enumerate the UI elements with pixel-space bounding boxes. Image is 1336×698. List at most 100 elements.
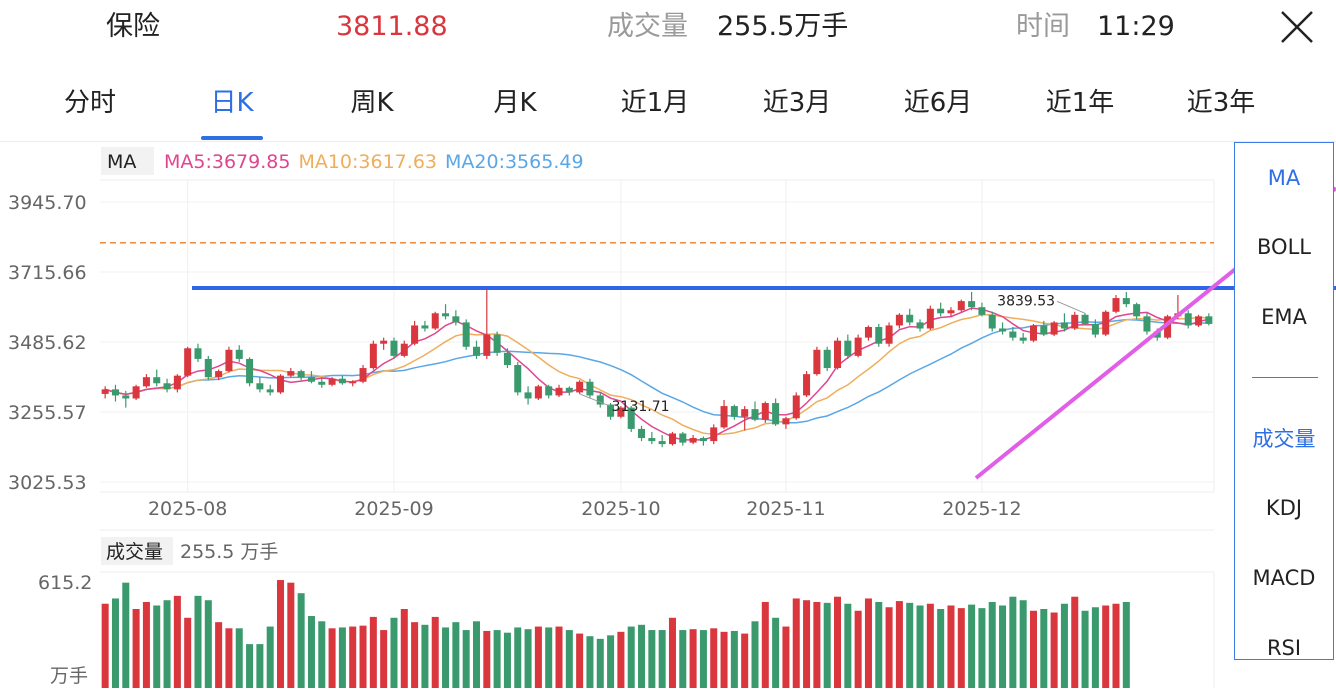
volume-bar bbox=[926, 603, 934, 688]
candle-body bbox=[421, 325, 429, 329]
tab-3-months[interactable]: 近3月 bbox=[762, 88, 832, 118]
volume-bar bbox=[813, 601, 821, 688]
volume-bar bbox=[895, 601, 903, 688]
volume-bar bbox=[1091, 607, 1099, 688]
volume-bar bbox=[586, 636, 594, 688]
candle-body bbox=[338, 378, 346, 384]
tab-6-months[interactable]: 近6月 bbox=[903, 88, 973, 118]
volume-bar bbox=[462, 630, 470, 688]
volume-bar bbox=[1040, 609, 1048, 688]
volume-bar bbox=[638, 624, 646, 688]
candle-body bbox=[916, 322, 924, 329]
volume-bar bbox=[503, 632, 511, 688]
indicator-ma[interactable]: MA bbox=[1267, 166, 1301, 190]
volume-bar bbox=[761, 601, 769, 688]
tab-weekly-k[interactable]: 周K bbox=[350, 88, 394, 118]
candle-body bbox=[380, 340, 388, 344]
volume-value: 255.5万手 bbox=[717, 11, 849, 42]
candle-body bbox=[1184, 313, 1192, 326]
candle-body bbox=[277, 375, 285, 393]
candle-body bbox=[772, 403, 780, 425]
volume-bar bbox=[668, 617, 676, 688]
volume-bar bbox=[483, 630, 491, 688]
candle-body bbox=[225, 349, 233, 372]
volume-bar bbox=[689, 629, 697, 688]
volume-bar bbox=[225, 628, 233, 688]
max-price-label: 3839.53 bbox=[997, 293, 1055, 309]
indicator-rsi[interactable]: RSI bbox=[1266, 636, 1302, 660]
volume-bar bbox=[988, 601, 996, 688]
indicator-ema[interactable]: EMA bbox=[1261, 305, 1307, 329]
tab-3-years[interactable]: 近3年 bbox=[1186, 88, 1256, 118]
volume-bar bbox=[834, 596, 842, 688]
tab-1-year[interactable]: 近1年 bbox=[1045, 88, 1115, 118]
candle-body bbox=[957, 301, 965, 311]
candle-body bbox=[431, 313, 439, 329]
min-pointer bbox=[579, 393, 610, 407]
time-value: 11:29 bbox=[1097, 11, 1175, 42]
candle-body bbox=[318, 381, 326, 385]
candle-body bbox=[246, 358, 254, 384]
volume-bar bbox=[699, 630, 707, 688]
candle-body bbox=[472, 346, 480, 356]
volume-bar bbox=[246, 644, 254, 688]
indicator-boll[interactable]: BOLL bbox=[1257, 235, 1311, 259]
tab-monthly-k[interactable]: 月K bbox=[493, 88, 537, 118]
volume-bar bbox=[359, 625, 367, 688]
volume-bar bbox=[720, 631, 728, 688]
indicator-macd[interactable]: MACD bbox=[1252, 566, 1316, 590]
volume-bar bbox=[906, 602, 914, 688]
candle-body bbox=[937, 308, 945, 314]
volume-y-tick: 615.2 bbox=[38, 572, 92, 594]
volume-bar bbox=[854, 610, 862, 688]
candle-body bbox=[256, 383, 264, 390]
volume-bar bbox=[565, 630, 573, 688]
volume-bar bbox=[658, 630, 666, 688]
volume-bar bbox=[916, 605, 924, 688]
candle-body bbox=[1112, 298, 1120, 312]
volume-bar bbox=[307, 616, 315, 688]
candle-body bbox=[235, 349, 243, 359]
volume-bar bbox=[132, 609, 140, 688]
volume-bar bbox=[256, 644, 264, 688]
close-button[interactable] bbox=[1278, 10, 1318, 46]
volume-bar bbox=[287, 582, 295, 688]
indicator-volume[interactable]: 成交量 bbox=[1252, 427, 1316, 451]
tab-daily-k[interactable]: 日K bbox=[210, 88, 254, 118]
volume-bar bbox=[328, 628, 336, 688]
volume-bar bbox=[617, 631, 625, 688]
candle-body bbox=[668, 433, 676, 445]
candle-body bbox=[710, 427, 718, 442]
volume-bar bbox=[1081, 610, 1089, 688]
candle-body bbox=[803, 374, 811, 396]
ma-legend-ma20: MA20:3565.49 bbox=[445, 151, 584, 173]
volume-bar bbox=[885, 607, 893, 688]
volume-bar bbox=[576, 633, 584, 688]
ma20-line bbox=[104, 318, 1209, 424]
volume-bar bbox=[545, 627, 553, 688]
candle-body bbox=[400, 343, 408, 356]
candle-body bbox=[1060, 322, 1068, 329]
volume-label: 成交量 bbox=[607, 11, 688, 42]
x-tick-label: 2025-11 bbox=[746, 498, 825, 520]
tab-intraday[interactable]: 分时 bbox=[63, 88, 117, 118]
volume-bar bbox=[297, 593, 305, 688]
volume-bar bbox=[782, 626, 790, 688]
volume-bar bbox=[493, 630, 501, 688]
candle-body bbox=[813, 349, 821, 375]
indicator-kdj[interactable]: KDJ bbox=[1265, 496, 1303, 520]
candle-body bbox=[689, 438, 697, 443]
candle-body bbox=[782, 418, 790, 425]
header-bar: 保险 3811.88 成交量 255.5万手 时间 11:29 bbox=[0, 0, 1336, 56]
y-tick-label: 3255.57 bbox=[8, 402, 87, 424]
candle-body bbox=[895, 314, 903, 326]
ma5-line bbox=[104, 307, 1209, 441]
tab-1-month[interactable]: 近1月 bbox=[620, 88, 690, 118]
candle-body bbox=[132, 386, 140, 399]
volume-bar bbox=[442, 627, 450, 688]
x-tick-label: 2025-09 bbox=[354, 498, 433, 520]
volume-bar bbox=[111, 598, 119, 688]
indicator-badge-label: MA bbox=[107, 151, 136, 173]
volume-bar bbox=[1112, 603, 1120, 688]
